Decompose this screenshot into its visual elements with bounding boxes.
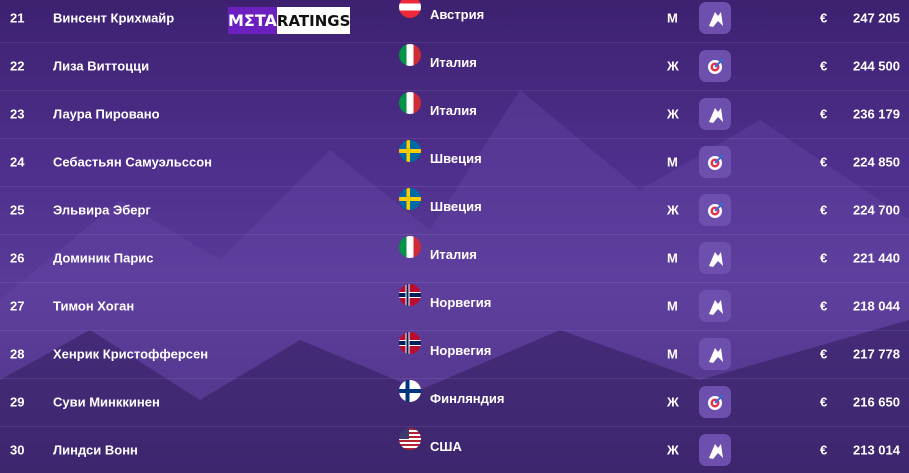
table-row: 24 Себастьян Самуэльссон Швеция М €224 850 xyxy=(0,138,909,187)
table-row: 30 Линдси Вонн США Ж €213 014 xyxy=(0,426,909,473)
country-flag xyxy=(399,380,421,402)
prize: 213 014 xyxy=(853,442,900,458)
sport-icon xyxy=(699,2,731,34)
logo: MΣTA RATINGS xyxy=(228,7,351,34)
prize: 224 700 xyxy=(853,202,900,218)
currency: € xyxy=(820,202,828,218)
currency: € xyxy=(820,106,828,122)
sport-icon xyxy=(699,434,731,466)
rank: 29 xyxy=(10,394,25,410)
table-row: 21 Винсент Крихмайр Австрия М €247 205 xyxy=(0,0,909,43)
athlete-name: Эльвира Эберг xyxy=(53,202,151,218)
country: США xyxy=(430,439,462,454)
country-flag xyxy=(399,44,421,66)
sport-icon xyxy=(699,338,731,370)
rank: 28 xyxy=(10,346,25,362)
rank: 23 xyxy=(10,106,25,122)
logo-right: RATINGS xyxy=(276,7,351,34)
gender: М xyxy=(667,10,678,26)
sport-icon xyxy=(699,242,731,274)
prize: 217 778 xyxy=(853,346,900,362)
gender: Ж xyxy=(667,394,679,410)
athlete-name: Винсент Крихмайр xyxy=(53,10,175,26)
rank: 30 xyxy=(10,442,25,458)
prize: 216 650 xyxy=(853,394,900,410)
gender: Ж xyxy=(667,442,679,458)
athlete-name: Тимон Хоган xyxy=(53,298,135,314)
country: Финляндия xyxy=(430,391,505,406)
currency: € xyxy=(820,442,828,458)
country-flag xyxy=(399,284,421,306)
country-flag xyxy=(399,188,421,210)
rank: 24 xyxy=(10,154,25,170)
sport-icon xyxy=(699,98,731,130)
currency: € xyxy=(820,298,828,314)
sport-icon xyxy=(699,194,731,226)
athlete-name: Себастьян Самуэльссон xyxy=(53,154,212,170)
gender: М xyxy=(667,298,678,314)
sport-icon xyxy=(699,146,731,178)
currency: € xyxy=(820,250,828,266)
table-row: 22 Лиза Виттоцци Италия Ж €244 500 xyxy=(0,42,909,91)
prize: 236 179 xyxy=(853,106,900,122)
gender: Ж xyxy=(667,58,679,74)
sport-icon xyxy=(699,50,731,82)
currency: € xyxy=(820,58,828,74)
athlete-name: Доминик Парис xyxy=(53,250,154,266)
prize: 221 440 xyxy=(853,250,900,266)
rank: 26 xyxy=(10,250,25,266)
country: Италия xyxy=(430,247,477,262)
table-row: 23 Лаура Пировано Италия Ж €236 179 xyxy=(0,90,909,139)
athlete-name: Хенрик Кристофферсен xyxy=(53,346,209,362)
currency: € xyxy=(820,394,828,410)
athlete-name: Лиза Виттоцци xyxy=(53,58,150,74)
logo-left: MΣTA xyxy=(228,7,277,34)
table-row: 27 Тимон Хоган Норвегия М €218 044 xyxy=(0,282,909,331)
country: Швеция xyxy=(430,199,482,214)
currency: € xyxy=(820,10,828,26)
country-flag xyxy=(399,428,421,450)
gender: Ж xyxy=(667,106,679,122)
country: Швеция xyxy=(430,151,482,166)
country: Австрия xyxy=(430,7,485,22)
currency: € xyxy=(820,154,828,170)
country-flag xyxy=(399,0,421,18)
rank: 25 xyxy=(10,202,25,218)
prize: 218 044 xyxy=(853,298,900,314)
country-flag xyxy=(399,92,421,114)
prize: 247 205 xyxy=(853,10,900,26)
rank: 27 xyxy=(10,298,25,314)
athlete-name: Суви Минккинен xyxy=(53,394,160,410)
rank: 21 xyxy=(10,10,25,26)
table-row: 29 Суви Минккинен Финляндия Ж €216 650 xyxy=(0,378,909,427)
athlete-name: Линдси Вонн xyxy=(53,442,138,458)
prize: 224 850 xyxy=(853,154,900,170)
table-row: 26 Доминик Парис Италия М €221 440 xyxy=(0,234,909,283)
sport-icon xyxy=(699,290,731,322)
country: Италия xyxy=(430,55,477,70)
gender: М xyxy=(667,346,678,362)
prize: 244 500 xyxy=(853,58,900,74)
country-flag xyxy=(399,140,421,162)
country: Норвегия xyxy=(430,295,492,310)
country: Италия xyxy=(430,103,477,118)
country: Норвегия xyxy=(430,343,492,358)
gender: Ж xyxy=(667,202,679,218)
sport-icon xyxy=(699,386,731,418)
rank: 22 xyxy=(10,58,25,74)
currency: € xyxy=(820,346,828,362)
gender: М xyxy=(667,154,678,170)
country-flag xyxy=(399,236,421,258)
table-row: 25 Эльвира Эберг Швеция Ж €224 700 xyxy=(0,186,909,235)
table-row: 28 Хенрик Кристофферсен Норвегия М €217 778 xyxy=(0,330,909,379)
athlete-name: Лаура Пировано xyxy=(53,106,160,122)
gender: М xyxy=(667,250,678,266)
country-flag xyxy=(399,332,421,354)
